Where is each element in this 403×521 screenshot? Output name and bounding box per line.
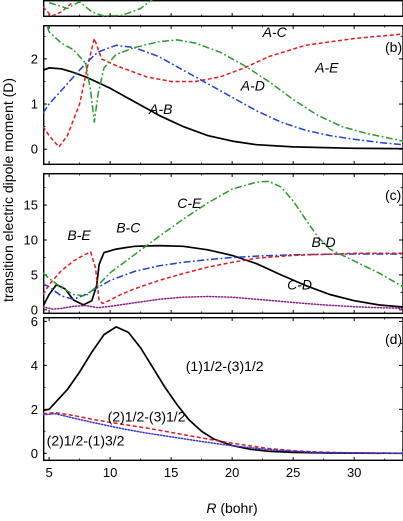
series-line-b-e — [43, 251, 403, 305]
series-line-unnamed — [48, 0, 153, 17]
y-tick-label: 1 — [31, 97, 38, 112]
x-tick-label: 20 — [225, 465, 239, 480]
series-group — [43, 25, 403, 150]
series-line-c-e — [43, 180, 403, 297]
x-tick-label: 25 — [286, 465, 300, 480]
panel-d: 0 2 4 6 (d) (1)1/2-(3)1/2 (2)1/2-(3)1/2 (2)1/2-… — [31, 314, 403, 480]
series-group — [43, 326, 403, 455]
panel-top-partial — [43, 0, 403, 18]
y-tick-label: 15 — [24, 198, 38, 213]
y-tick-label: 10 — [24, 233, 38, 248]
series-line-a-e — [46, 25, 403, 142]
panel-c: 0 5 10 15 (c) B-E B-C B-D C-E C-D — [24, 172, 403, 317]
series-line-a-b — [43, 67, 403, 150]
series-line-1-1-2-3-1-2 — [43, 326, 403, 455]
curve-label: B-C — [116, 219, 141, 235]
y-tick-label: 2 — [31, 51, 38, 66]
curve-label: A-B — [148, 101, 172, 117]
y-tick-label: 0 — [31, 302, 38, 317]
panel-label: (b) — [385, 39, 402, 55]
series-line-b-c — [43, 244, 403, 308]
series-line-unnamed — [43, 1, 74, 17]
curve-label: (2)1/2-(3)1/2 — [108, 408, 186, 424]
x-axis-title: R (bohr) — [206, 500, 257, 516]
curve-label: A-C — [262, 24, 288, 40]
x-tick-label: 15 — [164, 465, 178, 480]
curve-label: A-E — [314, 59, 339, 75]
series-group — [43, 180, 403, 310]
y-tick-label: 4 — [31, 358, 38, 373]
y-tick-label: 5 — [31, 267, 38, 282]
x-tick-label: 5 — [45, 465, 52, 480]
series-group — [43, 0, 153, 17]
y-tick-label: 0 — [31, 446, 38, 461]
y-tick-label: 2 — [31, 402, 38, 417]
y-axis-title: transition electric dipole moment (D) — [0, 78, 16, 302]
series-line-c-d — [43, 295, 403, 310]
curve-label: (1)1/2-(3)1/2 — [186, 358, 264, 374]
panel-label: (c) — [385, 187, 401, 203]
panel-label: (d) — [385, 331, 402, 347]
curve-label: A-D — [240, 77, 265, 93]
x-tick-label: 10 — [103, 465, 117, 480]
series-line-a-d — [43, 44, 403, 146]
x-tick-label: 30 — [347, 465, 361, 480]
curve-label: B-D — [311, 234, 335, 250]
curve-label: (2)1/2-(1)3/2 — [47, 433, 125, 449]
y-tick-label: 6 — [31, 314, 38, 329]
curve-label: C-D — [287, 277, 312, 293]
y-tick-label: 0 — [31, 142, 38, 157]
series-line-b-d — [43, 253, 403, 301]
curve-label: B-E — [67, 227, 91, 243]
series-line-2-1-2-1-3-2 — [43, 412, 403, 455]
panel-b: 0 1 2 (b) A-B A-C A-D A-E — [31, 24, 403, 166]
curve-label: C-E — [177, 195, 202, 211]
series-line-a-c — [43, 33, 403, 148]
